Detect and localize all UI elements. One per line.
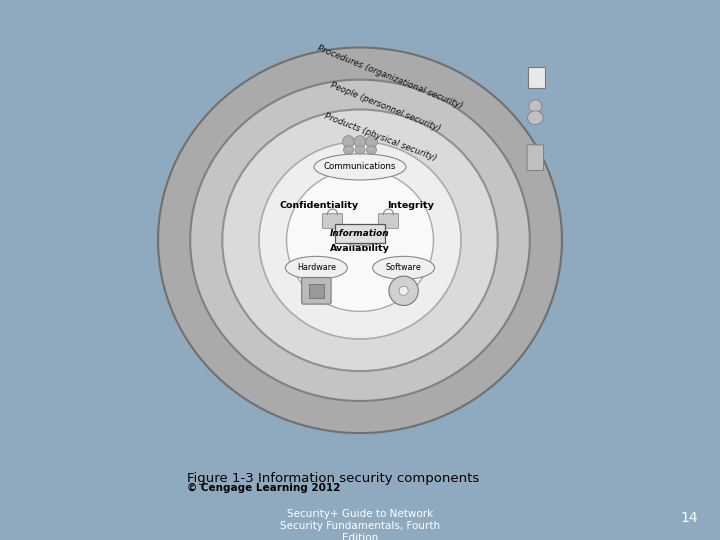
FancyBboxPatch shape bbox=[302, 278, 331, 304]
Circle shape bbox=[389, 276, 418, 306]
Text: Information: Information bbox=[330, 229, 390, 238]
Text: Hardware: Hardware bbox=[297, 264, 336, 272]
FancyBboxPatch shape bbox=[323, 214, 343, 228]
Circle shape bbox=[529, 100, 541, 113]
FancyBboxPatch shape bbox=[528, 67, 545, 88]
Ellipse shape bbox=[259, 141, 461, 339]
Circle shape bbox=[354, 136, 366, 147]
FancyBboxPatch shape bbox=[350, 231, 370, 245]
Ellipse shape bbox=[287, 169, 433, 312]
Circle shape bbox=[366, 136, 377, 147]
FancyBboxPatch shape bbox=[309, 284, 324, 298]
Text: 14: 14 bbox=[681, 511, 698, 525]
Ellipse shape bbox=[285, 256, 347, 279]
Text: Security Fundamentals, Fourth: Security Fundamentals, Fourth bbox=[280, 521, 440, 531]
Ellipse shape bbox=[190, 79, 530, 401]
Text: Figure 1-3 Information security components: Figure 1-3 Information security componen… bbox=[187, 472, 480, 485]
Text: Confidentiality: Confidentiality bbox=[279, 201, 359, 211]
Ellipse shape bbox=[373, 256, 435, 279]
Text: © Cengage Learning 2012: © Cengage Learning 2012 bbox=[187, 483, 341, 493]
Text: Integrity: Integrity bbox=[387, 201, 434, 211]
Ellipse shape bbox=[158, 48, 562, 433]
Circle shape bbox=[343, 136, 354, 147]
Text: Software: Software bbox=[386, 264, 421, 272]
Text: Products (physical security): Products (physical security) bbox=[323, 111, 438, 163]
Circle shape bbox=[399, 286, 408, 295]
Text: Communications: Communications bbox=[324, 163, 396, 171]
Text: Availability: Availability bbox=[330, 244, 390, 253]
Ellipse shape bbox=[314, 154, 406, 180]
Ellipse shape bbox=[528, 111, 543, 125]
Text: Procedures (organizational security): Procedures (organizational security) bbox=[316, 44, 464, 111]
FancyBboxPatch shape bbox=[379, 214, 399, 228]
Ellipse shape bbox=[366, 146, 377, 154]
Text: Edition: Edition bbox=[342, 534, 378, 540]
Ellipse shape bbox=[222, 110, 498, 371]
Text: Security+ Guide to Network: Security+ Guide to Network bbox=[287, 509, 433, 519]
Text: People (personnel security): People (personnel security) bbox=[329, 81, 441, 133]
FancyBboxPatch shape bbox=[527, 145, 544, 171]
FancyBboxPatch shape bbox=[335, 224, 385, 243]
Ellipse shape bbox=[343, 146, 354, 154]
Ellipse shape bbox=[355, 146, 365, 154]
